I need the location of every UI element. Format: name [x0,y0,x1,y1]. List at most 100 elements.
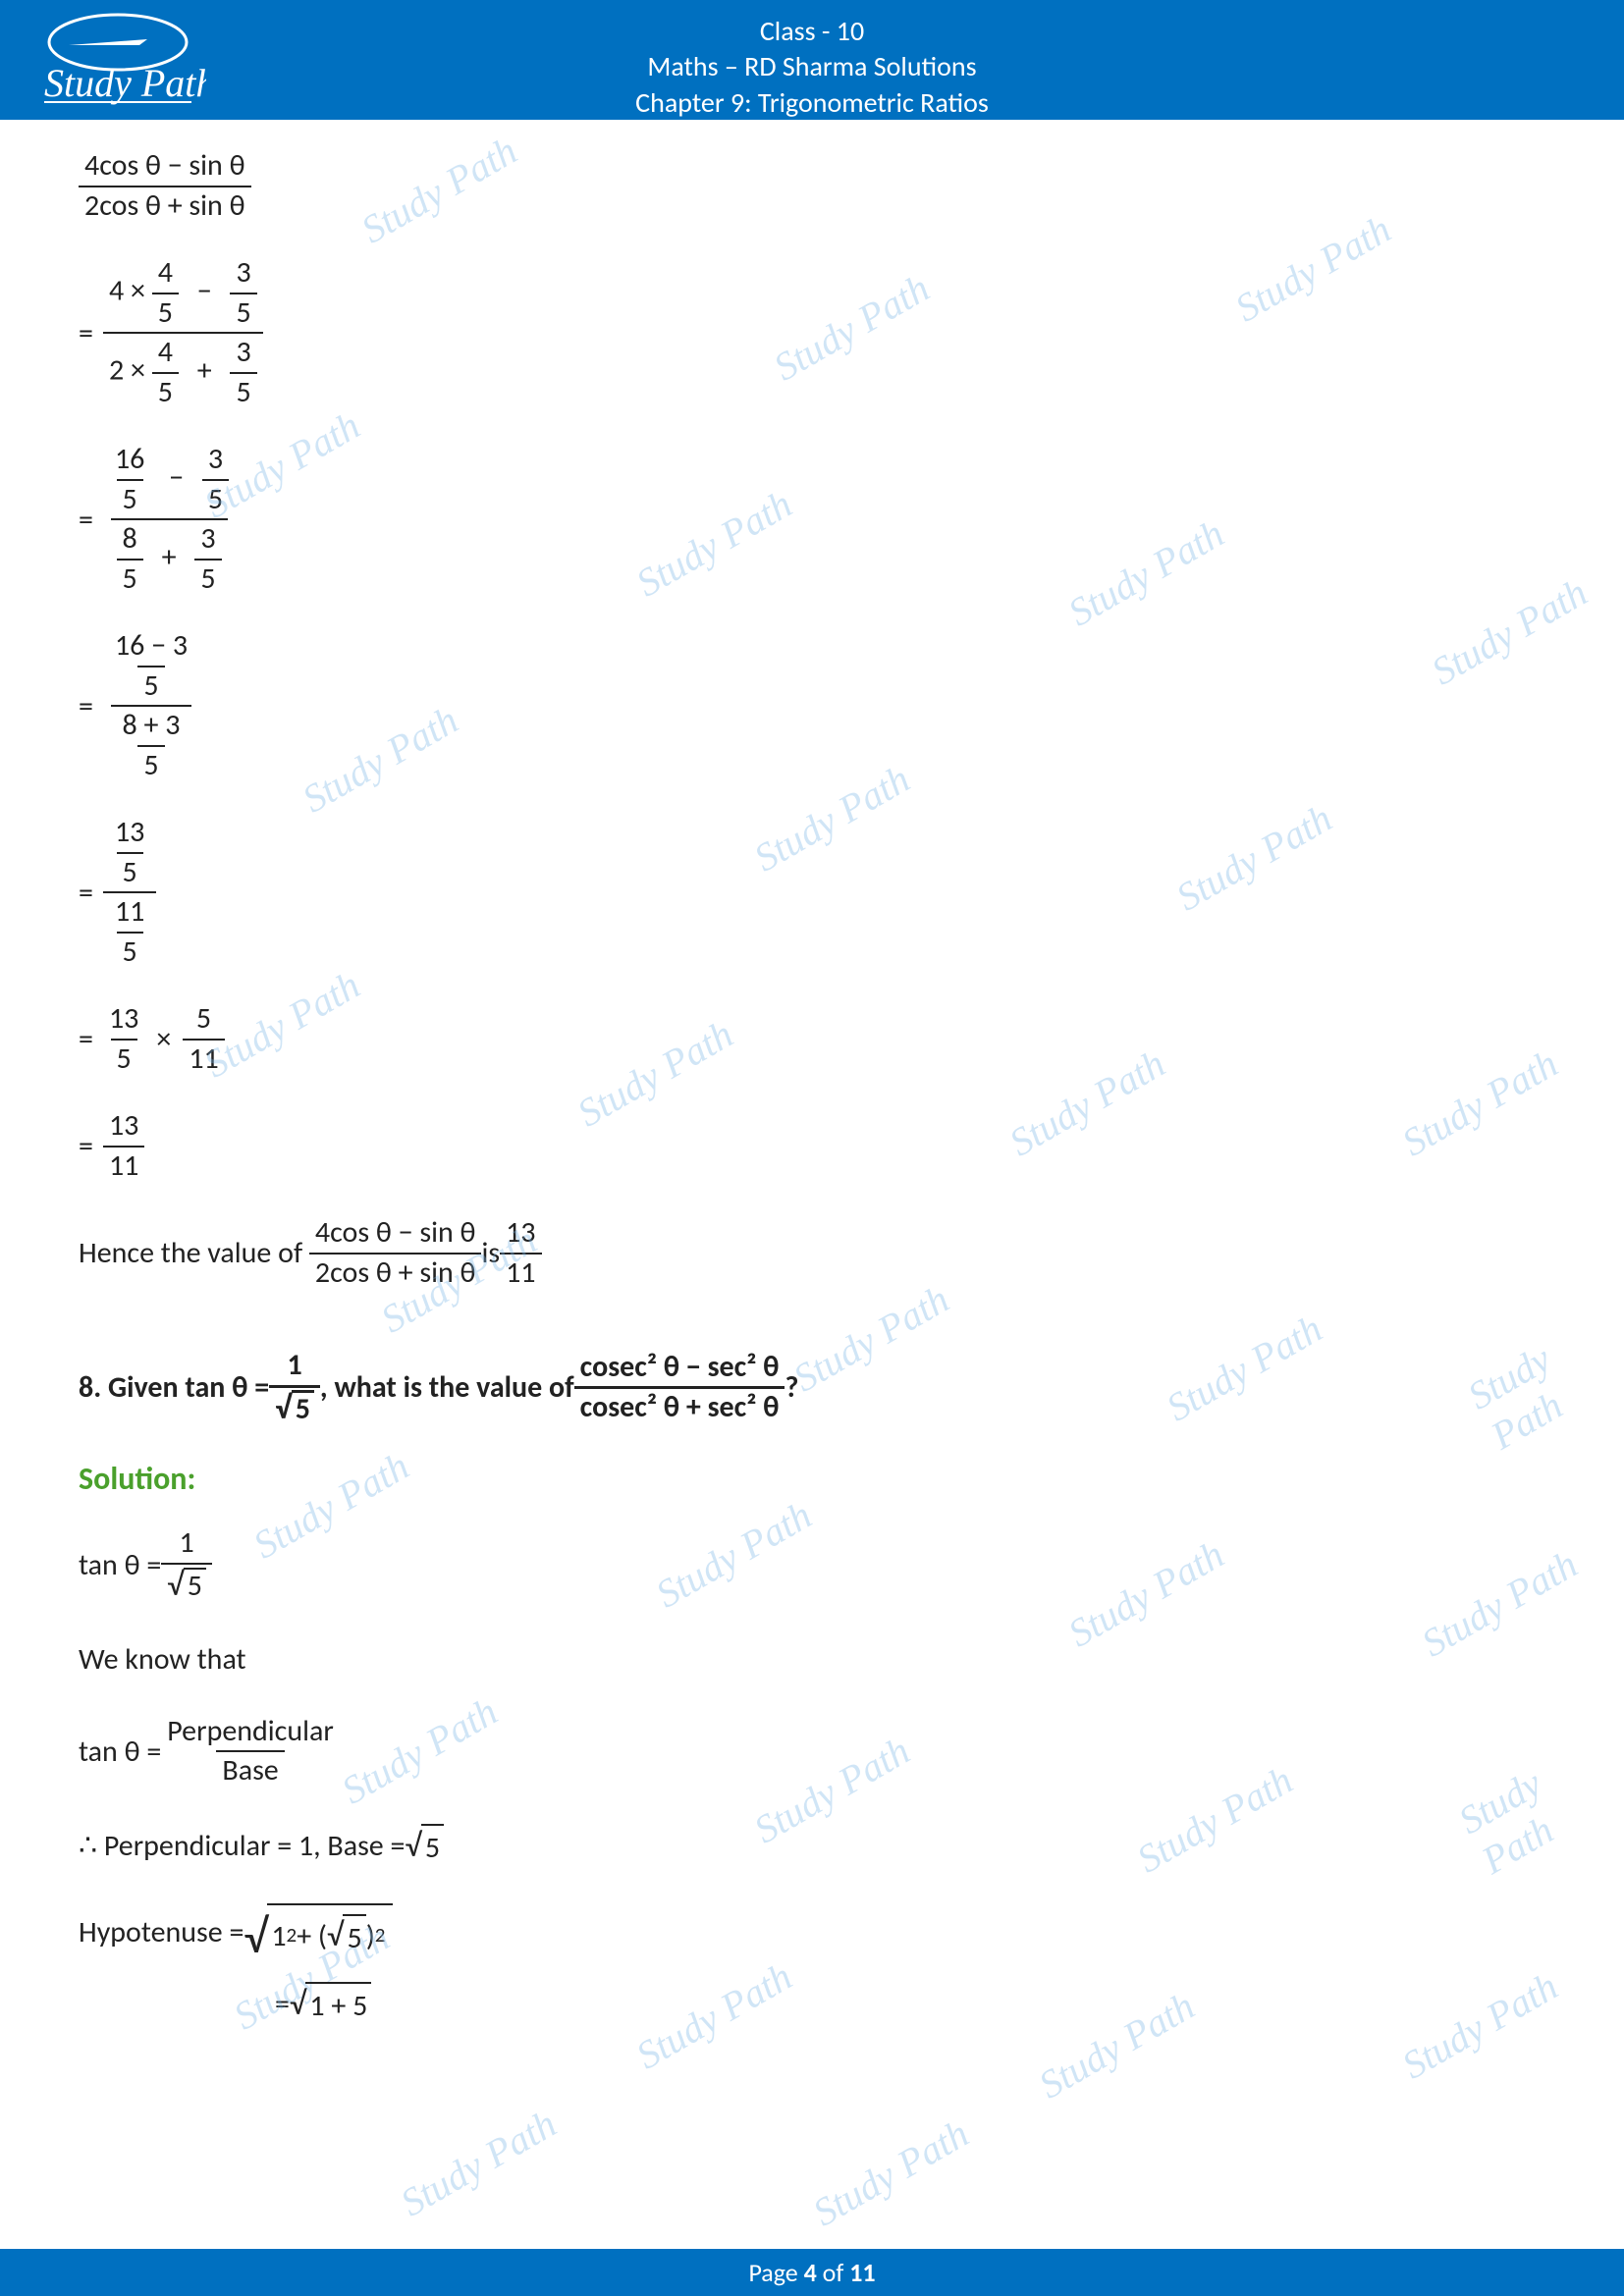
watermark-text: Study Path [393,2101,565,2226]
question-8: 8. Given tan θ = 1 √5 , what is the valu… [79,1349,1545,1426]
t: 3 [202,443,229,479]
t: 1 [271,1914,286,1958]
expr-line-5: = 135 115 [79,816,1545,969]
header-class: Class - 10 [0,14,1624,49]
eq: = [79,311,93,355]
t: 16 − 3 [109,629,193,666]
t: 5 [117,932,143,970]
t: Hypotenuse = [79,1910,244,1954]
t: 2 × [109,352,145,389]
e1-den: 2cos θ + sin θ [79,186,251,224]
t: 13 [500,1216,541,1253]
t: 13 [109,816,150,852]
t: 5 [117,479,143,517]
t: + ( [297,1914,327,1958]
t: 8 [117,522,143,559]
perp-base-line: ∴ Perpendicular = 1, Base = √5 [79,1822,1545,1871]
t: 5 [137,745,164,783]
t: 5 [292,1390,314,1427]
t: is [481,1231,500,1275]
footer: Page 4 of 11 [0,2249,1624,2296]
hypotenuse-line-2: = √1 + 5 [79,1980,1545,2029]
t: 13 [103,1109,144,1146]
footer-prefix: Page [748,2257,803,2288]
footer-current: 4 [804,2257,817,2288]
t: 5 [117,852,143,890]
expr-line-3: = 165 − 35 85 + 35 [79,443,1545,596]
t: 5 [190,1002,217,1039]
t: × [156,1017,171,1061]
e2na: 4 × [109,273,145,309]
t: 1 + 5 [305,1982,371,2028]
t: 3 [230,256,256,293]
eq: = [79,1017,93,1061]
eq: = [79,498,93,542]
expr-line-6: = 135 × 511 [79,1002,1545,1076]
t: cosec² θ − sec² θ [574,1351,785,1387]
t: 11 [500,1253,541,1291]
t: Hence the value of [79,1231,302,1275]
t: ∴ Perpendicular = 1, Base = [79,1824,405,1868]
t: 3 [194,522,221,559]
t: 4cos θ − sin θ [309,1216,482,1253]
t: 1 [174,1526,200,1563]
t: ) [366,1914,375,1958]
t: 4 [152,336,179,372]
hypotenuse-line-1: Hypotenuse = √ 12 + ( √5 )2 [79,1903,1545,1960]
t: 2cos θ + sin θ [309,1253,482,1291]
solution-label: Solution: [79,1456,1545,1503]
t: + [162,539,177,575]
we-know-line: We know that [79,1637,1545,1682]
t: = [275,1982,290,2026]
t: 8 + 3 [117,709,187,745]
tan-value-line: tan θ = 1 √5 [79,1526,1545,1603]
t: 2 [375,1920,386,1951]
sqrt-icon: √ [405,1822,420,1871]
t: 5 [421,1824,444,1870]
eq: = [79,1124,93,1168]
t: 2 [287,1920,298,1951]
hence-line: Hence the value of 4cos θ − sin θ 2cos θ… [79,1216,1545,1290]
study-path-logo: Study Path [29,8,206,111]
t: 11 [109,895,150,932]
t: 5 [184,1568,206,1604]
t: cosec² θ + sec² θ [574,1386,785,1425]
content: 4cos θ − sin θ 2cos θ + sin θ = 4 × 45 −… [0,120,1624,2028]
tan-def-line: tan θ = Perpendicular Base [79,1715,1545,1789]
t: 13 [103,1002,144,1039]
footer-total: 11 [849,2257,875,2288]
t: 11 [183,1039,224,1077]
watermark-text: Study Path [805,2110,977,2236]
t: , what is the value of [320,1365,574,1410]
t: 5 [137,666,164,704]
t: 5 [343,1914,365,1960]
expr-line-2: = 4 × 45 − 35 2 × 45 + 35 [79,256,1545,409]
t: 5 [152,372,179,410]
t: Perpendicular [161,1715,340,1751]
sqrt-icon: √ [167,1567,183,1604]
expr-line-4: = 16 − 35 8 + 35 [79,629,1545,782]
expr-line-1: 4cos θ − sin θ 2cos θ + sin θ [79,149,1545,223]
t: 4 [152,256,179,293]
footer-mid: of [817,2257,849,2288]
sqrt-icon: √ [290,1980,305,2029]
t: 5 [202,479,229,517]
t: − [197,273,212,309]
t: 5 [230,293,256,331]
t: − [169,459,184,496]
header-chapter: Chapter 9: Trigonometric Ratios [0,85,1624,121]
t: Base [216,1750,284,1789]
t: 5 [152,293,179,331]
q8-pre: 8. Given tan θ = [79,1365,269,1410]
sqrt-icon: √ [327,1911,343,1960]
t: 5 [194,559,221,597]
t: 1 [281,1349,307,1385]
t: 16 [109,443,150,479]
t: 5 [111,1039,137,1077]
t: 3 [230,336,256,372]
t: 11 [103,1146,144,1184]
e1-num: 4cos θ − sin θ [79,149,251,186]
t: + [197,352,212,389]
header-subject: Maths – RD Sharma Solutions [0,49,1624,84]
svg-text:Study Path: Study Path [44,61,206,105]
